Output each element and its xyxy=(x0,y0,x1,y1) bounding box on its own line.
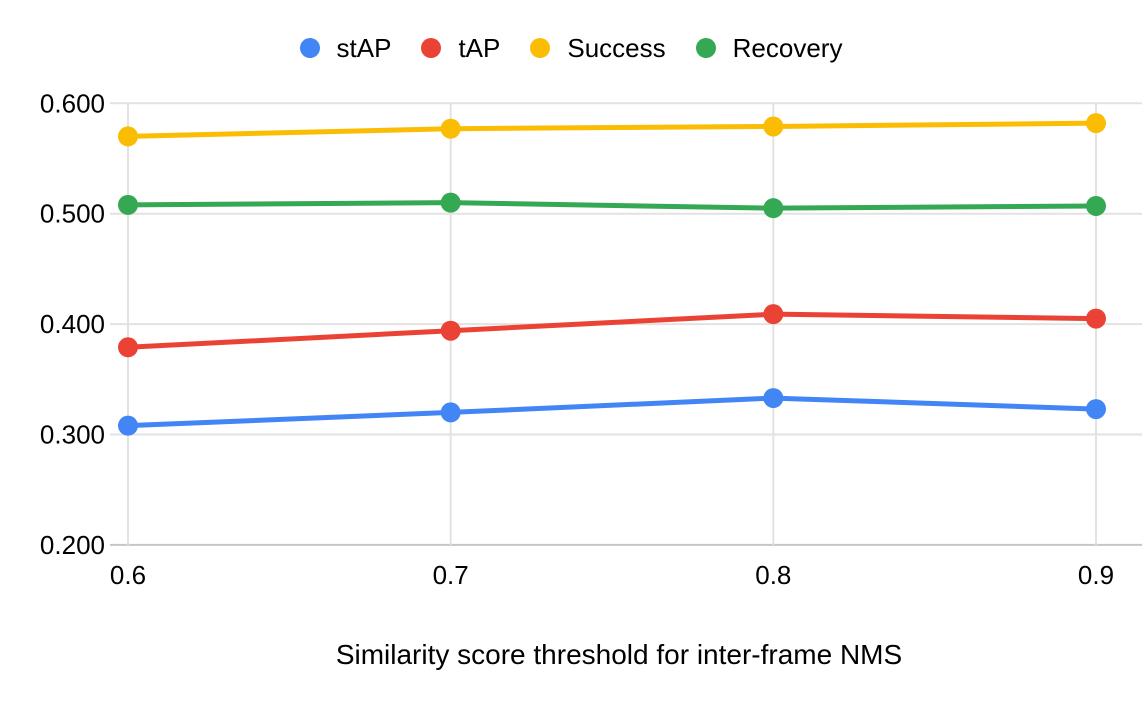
data-point-stap xyxy=(1086,399,1106,420)
legend: stAP tAP Success Recovery xyxy=(0,34,1142,62)
data-point-success xyxy=(1086,113,1106,134)
y-tick-label: 0.400 xyxy=(40,309,105,339)
data-point-stap xyxy=(763,388,784,409)
legend-label-tap: tAP xyxy=(458,33,501,63)
y-tick-label: 0.200 xyxy=(40,530,105,560)
legend-label-success: Success xyxy=(567,33,666,63)
data-point-tap xyxy=(440,320,461,341)
data-point-tap xyxy=(1086,308,1106,329)
recovery-series-swatch-icon xyxy=(695,38,716,58)
x-tick-label: 0.6 xyxy=(110,560,146,590)
y-tick-label: 0.500 xyxy=(40,199,105,229)
legend-item-success: Success xyxy=(530,33,666,63)
data-point-recovery xyxy=(440,192,461,213)
tap-series-swatch-icon xyxy=(421,38,442,58)
x-axis-title: Similarity score threshold for inter-fra… xyxy=(335,639,903,670)
legend-label-recovery: Recovery xyxy=(732,33,843,63)
data-point-stap xyxy=(440,402,461,423)
legend-item-stap: stAP xyxy=(299,33,392,63)
series-line-recovery xyxy=(125,200,1099,211)
data-point-recovery xyxy=(118,194,138,215)
data-point-success xyxy=(440,118,461,139)
success-series-swatch-icon xyxy=(530,38,551,58)
data-point-success xyxy=(118,126,138,147)
stap-series-swatch-icon xyxy=(299,38,320,58)
legend-item-recovery: Recovery xyxy=(695,33,843,63)
x-tick-label: 0.8 xyxy=(755,560,791,590)
x-tick-label: 0.7 xyxy=(433,560,469,590)
x-tick-label: 0.9 xyxy=(1078,560,1114,590)
data-point-recovery xyxy=(1086,195,1106,216)
data-point-tap xyxy=(763,304,784,325)
data-point-stap xyxy=(118,415,138,436)
legend-label-stap: stAP xyxy=(336,33,392,63)
series-line-tap xyxy=(125,311,1099,350)
legend-item-tap: tAP xyxy=(421,34,500,62)
y-tick-label: 0.600 xyxy=(40,88,105,118)
data-point-success xyxy=(763,116,784,137)
y-tick-label: 0.300 xyxy=(40,420,105,450)
series-line-success xyxy=(125,120,1099,139)
series-line-stap xyxy=(125,395,1099,429)
data-point-tap xyxy=(118,337,138,358)
data-point-recovery xyxy=(763,198,784,219)
